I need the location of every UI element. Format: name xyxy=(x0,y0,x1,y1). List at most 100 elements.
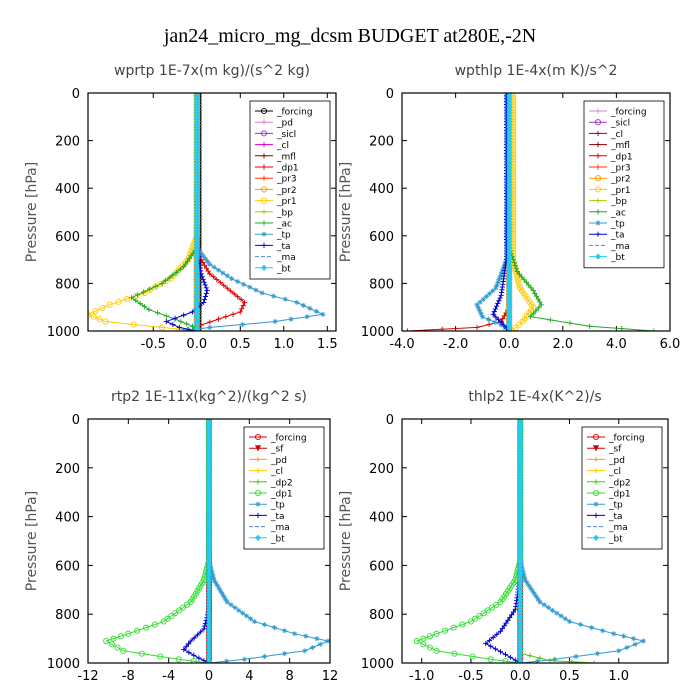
figure-title: jan24_micro_mg_dcsm BUDGET at280E,-2N xyxy=(163,25,536,47)
series-marker xyxy=(619,326,625,331)
series-marker xyxy=(184,258,191,264)
series-marker xyxy=(240,303,246,309)
legend-entry: _sicl xyxy=(276,130,296,140)
y-axis-label: Pressure [hPa] xyxy=(24,162,40,262)
series-marker xyxy=(211,577,217,583)
series-marker xyxy=(172,610,179,617)
series-marker xyxy=(475,305,481,311)
series-marker xyxy=(497,598,504,606)
legend-entry: _dp1 xyxy=(276,164,299,174)
series-marker xyxy=(181,646,187,653)
legend-entry: _ta xyxy=(276,242,291,252)
legend-marker xyxy=(254,433,262,441)
legend-marker xyxy=(595,130,601,136)
legend-marker xyxy=(255,512,261,518)
legend-entry: _sf xyxy=(270,445,284,455)
series-marker xyxy=(621,633,627,639)
series-marker xyxy=(594,651,600,657)
series-marker xyxy=(124,295,131,302)
x-tick-label: 0 xyxy=(205,669,213,684)
series-marker xyxy=(474,302,480,308)
y-tick-label: 1000 xyxy=(47,657,80,672)
series-marker xyxy=(205,268,211,274)
legend-entry: _pr3 xyxy=(276,175,297,185)
series-marker xyxy=(519,274,525,280)
legend-entry: _dp1 xyxy=(608,490,631,500)
series-marker xyxy=(497,295,503,301)
series-marker xyxy=(476,612,483,619)
legend-entry: _pd xyxy=(270,456,287,466)
series-marker xyxy=(519,318,526,325)
series-marker xyxy=(202,256,209,262)
panel-title: wprtp 1E-7x(m kg)/(s^2 kg) xyxy=(114,63,310,79)
series-marker xyxy=(541,602,547,608)
legend-marker xyxy=(255,479,261,485)
series-marker xyxy=(611,631,617,637)
series-marker xyxy=(203,290,209,297)
legend-entry: _mfl xyxy=(610,141,630,151)
legend-entry: _ma xyxy=(270,523,290,533)
series-marker xyxy=(486,316,492,323)
series-marker xyxy=(304,314,310,320)
series-marker xyxy=(164,615,171,622)
series-marker xyxy=(157,653,164,660)
series-marker xyxy=(510,609,517,615)
series-marker xyxy=(230,311,236,317)
series-marker xyxy=(189,309,196,315)
series-marker xyxy=(106,301,113,308)
series-marker xyxy=(125,630,132,637)
x-tick-label: 12 xyxy=(322,669,339,684)
legend-marker xyxy=(594,119,602,126)
series-marker xyxy=(532,290,538,296)
series-marker xyxy=(426,644,433,651)
series-marker xyxy=(477,299,483,305)
series-marker xyxy=(554,610,560,616)
series-marker xyxy=(196,655,202,661)
legend-entry: _pr3 xyxy=(610,164,631,174)
series-marker xyxy=(320,311,326,317)
series-marker xyxy=(201,626,207,632)
y-tick-label: 1000 xyxy=(47,325,80,340)
legend-marker xyxy=(261,119,267,125)
series-marker xyxy=(214,582,220,589)
series-marker xyxy=(516,282,523,289)
legend: _forcing_pd_sicl_cl_mfl_dp1_pr3_pr2_pr1_… xyxy=(249,100,331,280)
x-tick-label: 0.5 xyxy=(230,337,251,352)
series-marker xyxy=(502,651,509,658)
panel-title: thlp2 1E-4x(K^2)/s xyxy=(468,389,601,405)
series-marker xyxy=(535,296,541,302)
series-marker xyxy=(547,657,553,663)
series-marker xyxy=(616,648,622,654)
series-marker xyxy=(589,625,595,631)
series-marker xyxy=(215,267,222,273)
series-marker xyxy=(467,618,475,625)
series-marker xyxy=(477,308,483,314)
series-marker xyxy=(186,255,192,262)
x-tick-label: 6.0 xyxy=(660,337,681,352)
plot-area xyxy=(103,419,330,663)
legend-entry: _bt xyxy=(610,253,625,263)
series-marker xyxy=(490,634,496,640)
legend: _forcing_sf_pd_cl_dp2 _dp1_tp_ta_ma_bt xyxy=(243,426,325,550)
series-marker xyxy=(526,282,532,288)
legend-marker xyxy=(594,186,602,193)
legend-marker xyxy=(260,107,268,115)
series-marker xyxy=(499,625,505,632)
legend-entry: _ta xyxy=(270,512,285,522)
series-marker xyxy=(488,643,494,649)
series-marker xyxy=(202,296,208,303)
y-tick-label: 200 xyxy=(369,135,394,150)
legend-marker xyxy=(595,231,601,237)
series-marker xyxy=(247,284,253,290)
series-marker xyxy=(632,641,638,647)
series-marker xyxy=(205,258,211,265)
series-marker xyxy=(228,288,234,294)
series-marker xyxy=(469,653,476,660)
y-tick-label: 800 xyxy=(55,277,80,292)
x-tick-label: 0.0 xyxy=(510,669,531,684)
legend-marker xyxy=(261,164,267,170)
series-marker xyxy=(202,623,208,629)
legend-entry: _ma xyxy=(276,253,296,263)
series-marker xyxy=(160,618,167,625)
